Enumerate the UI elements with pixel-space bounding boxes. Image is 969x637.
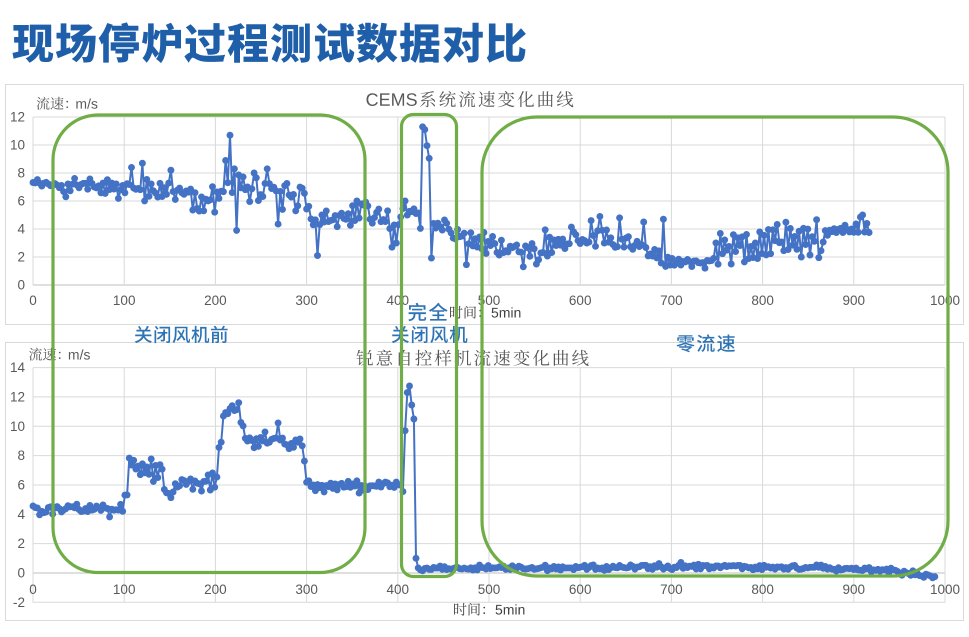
svg-text:700: 700 [660,582,683,597]
svg-text:500: 500 [478,582,501,597]
svg-text:14: 14 [10,360,26,375]
svg-text:8: 8 [17,448,25,463]
svg-text:800: 800 [751,582,774,597]
svg-text:700: 700 [660,293,683,308]
svg-text:1000: 1000 [930,293,960,308]
svg-text:10: 10 [10,419,25,434]
svg-text:6: 6 [17,194,25,209]
svg-text:0: 0 [29,582,37,597]
svg-text:300: 300 [295,582,318,597]
svg-text:100: 100 [113,582,136,597]
svg-text:400: 400 [387,582,410,597]
svg-text:-2: -2 [13,595,25,610]
svg-text:2: 2 [17,536,25,551]
svg-text:12: 12 [10,390,25,405]
svg-text:600: 600 [569,582,592,597]
svg-text:12: 12 [10,110,25,125]
svg-text:800: 800 [751,293,774,308]
svg-text:200: 200 [204,582,227,597]
svg-text:100: 100 [113,293,136,308]
svg-text:1000: 1000 [930,582,960,597]
svg-text:300: 300 [295,293,318,308]
svg-text:4: 4 [17,507,25,522]
svg-text:900: 900 [843,293,866,308]
svg-text:0: 0 [17,278,25,293]
svg-text:900: 900 [843,582,866,597]
svg-text:6: 6 [17,478,25,493]
svg-text:4: 4 [17,222,25,237]
svg-text:0: 0 [29,293,37,308]
svg-text:2: 2 [17,250,25,265]
svg-text:0: 0 [17,566,25,581]
svg-text:600: 600 [569,293,592,308]
svg-text:400: 400 [387,293,410,308]
svg-text:10: 10 [10,138,25,153]
svg-text:200: 200 [204,293,227,308]
svg-text:8: 8 [17,166,25,181]
